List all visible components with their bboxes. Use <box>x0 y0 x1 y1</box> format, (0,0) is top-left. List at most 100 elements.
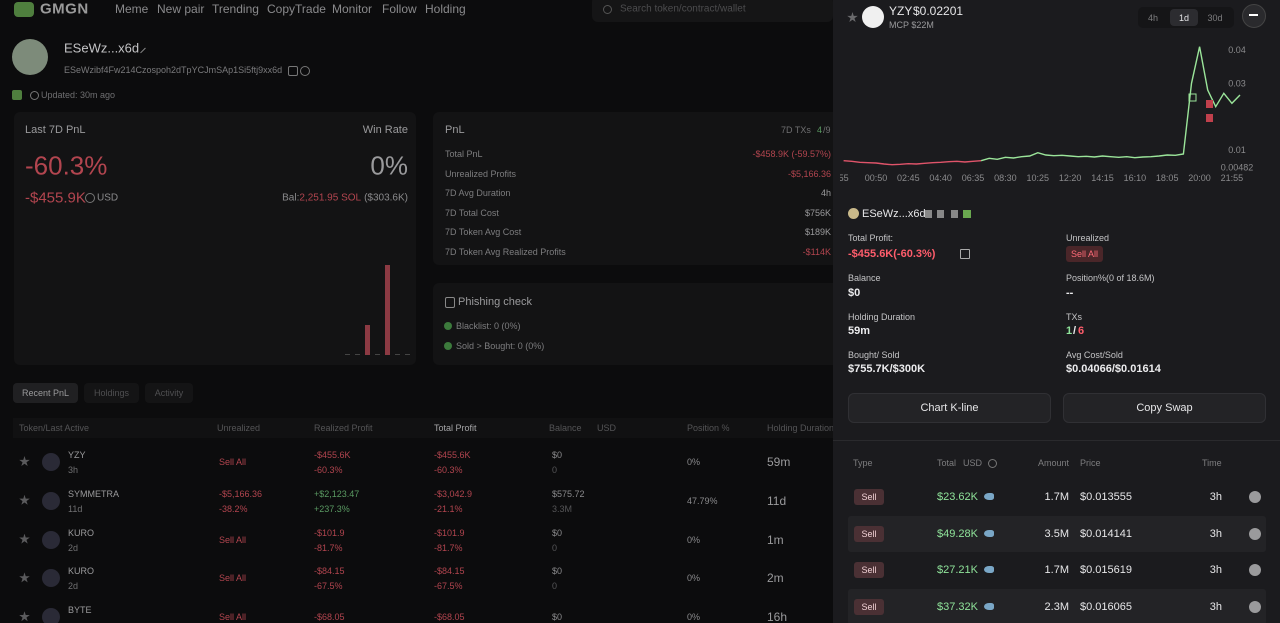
tx-total: /9 <box>823 125 831 135</box>
phishing-item: Sold > Bought: 0 (0%) <box>456 341 545 351</box>
sell-all-button[interactable] <box>1066 246 1103 262</box>
row-menu[interactable] <box>1249 491 1261 503</box>
trade-amount: 1.7M <box>1044 564 1069 576</box>
row-highlight <box>848 588 1266 623</box>
stat-value: -$458.9K (-59.57%) <box>752 149 831 159</box>
action-label[interactable]: Chart K-line <box>920 402 979 414</box>
stat-value: -- <box>1066 287 1074 299</box>
trade-amount: 3.5M <box>1044 527 1069 540</box>
cell-position: 0% <box>687 534 701 545</box>
stat-label: Avg Cost/Sold <box>1066 350 1123 360</box>
nav-item[interactable]: Meme <box>115 2 149 16</box>
stat-label: Total PnL <box>445 149 483 159</box>
stat-label: Unrealized Profits <box>445 168 517 179</box>
table-header: Holding Duration <box>767 423 835 433</box>
fish-icon <box>984 602 994 610</box>
cell-position: 47.79% <box>687 495 718 506</box>
cell-unrealized: Sell All <box>219 612 247 623</box>
token-name: KURO <box>68 527 95 538</box>
tab-label[interactable]: Holdings <box>93 388 130 398</box>
stat-value: 4h <box>820 188 831 199</box>
sell-badge <box>854 562 884 578</box>
cell-position: 0% <box>687 457 701 467</box>
trade-total: $27.21K <box>937 564 978 576</box>
token-age: 2d <box>68 542 79 553</box>
holder-icons <box>925 210 973 218</box>
timeframe-button[interactable]: 1d <box>1178 13 1190 23</box>
timeframe-active <box>1170 9 1198 26</box>
action-label[interactable]: Copy Swap <box>1136 402 1193 414</box>
nav-item[interactable]: Follow <box>382 2 417 16</box>
token-price: $0.02201 <box>913 4 964 18</box>
cell-realized: -$84.15 <box>314 566 345 577</box>
refresh-icon <box>30 91 39 100</box>
cell-total: -$101.9 <box>434 527 465 538</box>
cell-balance: $0 <box>552 612 563 623</box>
sell-all-label[interactable]: Sell All <box>1070 249 1099 259</box>
star-icon[interactable] <box>847 12 858 23</box>
close-button[interactable] <box>1242 4 1266 28</box>
trade-header: Amount <box>1037 458 1069 468</box>
token-age: 3h <box>68 465 79 475</box>
stat-label: Bought/ Sold <box>848 350 900 360</box>
x-tick-label: 12:20 <box>1059 173 1082 183</box>
table-header: USD <box>597 423 617 433</box>
nav-item[interactable]: Holding <box>425 2 466 16</box>
x-tick-label: 00:50 <box>865 173 888 183</box>
tab-label[interactable]: Recent PnL <box>21 388 70 398</box>
tab[interactable] <box>13 383 78 403</box>
phishing-item: Blacklist: 0 (0%) <box>456 321 521 331</box>
star-icon[interactable] <box>19 611 30 622</box>
cell-duration: 11d <box>767 493 787 508</box>
star-icon[interactable] <box>19 456 30 467</box>
nav-item[interactable]: CopyTrade <box>267 2 326 16</box>
timeframe-button[interactable]: 30d <box>1207 13 1223 23</box>
row-menu[interactable] <box>1249 564 1261 576</box>
stat-value: -$455.6K(-60.3%) <box>848 248 936 260</box>
sell-badge <box>854 489 884 505</box>
star-icon[interactable] <box>19 533 30 544</box>
buy-marker <box>1188 93 1197 102</box>
trade-amount: 2.3M <box>1044 600 1069 613</box>
tab-label[interactable]: Activity <box>154 388 184 398</box>
tab[interactable] <box>84 383 139 403</box>
nav-item[interactable]: New pair <box>157 2 205 16</box>
trade-total: $23.62K <box>937 491 978 503</box>
action-button[interactable] <box>1063 393 1266 423</box>
trade-total: $37.32K <box>937 600 978 613</box>
win-rate: 0% <box>370 150 408 181</box>
row-menu[interactable] <box>1249 527 1261 540</box>
star-icon[interactable] <box>19 494 30 505</box>
external-icon <box>960 249 970 259</box>
row-menu[interactable] <box>1249 600 1261 613</box>
x-tick-label: 04:40 <box>929 173 952 183</box>
x-tick-label: 08:30 <box>994 173 1017 183</box>
status-dot <box>444 322 452 330</box>
phishing-title: Phishing check <box>458 296 532 308</box>
timeframe-button[interactable]: 4h <box>1147 13 1159 23</box>
status-dot <box>444 342 452 350</box>
scan-icon <box>300 66 310 76</box>
balance-line: Bal: 2,251.95 SOL ($303.6K) <box>282 193 408 204</box>
table-header: Position % <box>687 423 730 433</box>
token-icon <box>42 453 60 471</box>
holder-avatar <box>848 208 859 219</box>
logo: GMGN <box>40 0 89 18</box>
table-header: Unrealized <box>217 423 261 433</box>
star-icon[interactable] <box>19 572 30 583</box>
search-box[interactable] <box>592 0 833 22</box>
action-button[interactable] <box>848 393 1051 423</box>
x-tick-label: 21:55 <box>1221 173 1244 183</box>
cell-unrealized: Sell All <box>219 457 247 467</box>
cell-realized: +$2,123.47 <box>314 488 360 499</box>
nav-item[interactable]: Trending <box>212 2 259 16</box>
cell-balance: 0 <box>552 465 558 475</box>
token-icon <box>42 608 60 623</box>
stat-label: 7D Total Cost <box>445 207 499 218</box>
stat-label: TXs <box>1066 312 1083 322</box>
y-tick-label: 0.01 <box>1228 145 1246 155</box>
nav-item[interactable]: Monitor <box>332 2 373 16</box>
trade-header: Total <box>937 458 957 468</box>
tab[interactable] <box>145 383 193 403</box>
